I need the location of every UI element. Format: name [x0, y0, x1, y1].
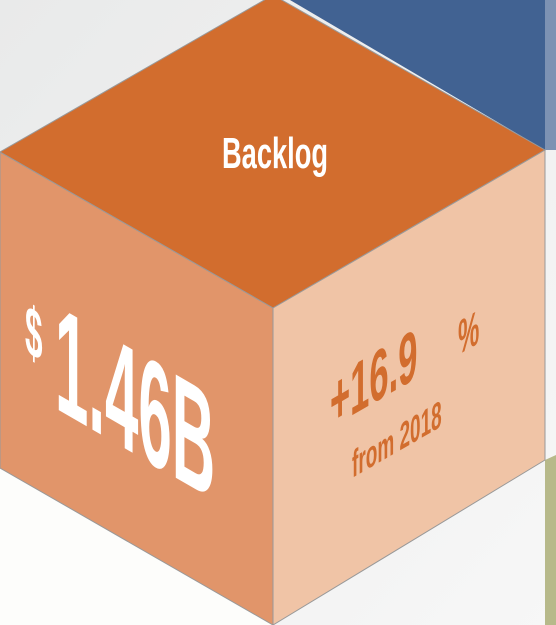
green-cube-face [545, 455, 556, 625]
blue-cube-face [290, 0, 556, 150]
currency-symbol: $ [25, 289, 43, 377]
change-unit: % [458, 301, 479, 366]
left-face [0, 151, 274, 625]
right-face [272, 149, 546, 625]
blue-cube-edge [545, 0, 556, 150]
tile-title: Backlog [222, 128, 328, 177]
